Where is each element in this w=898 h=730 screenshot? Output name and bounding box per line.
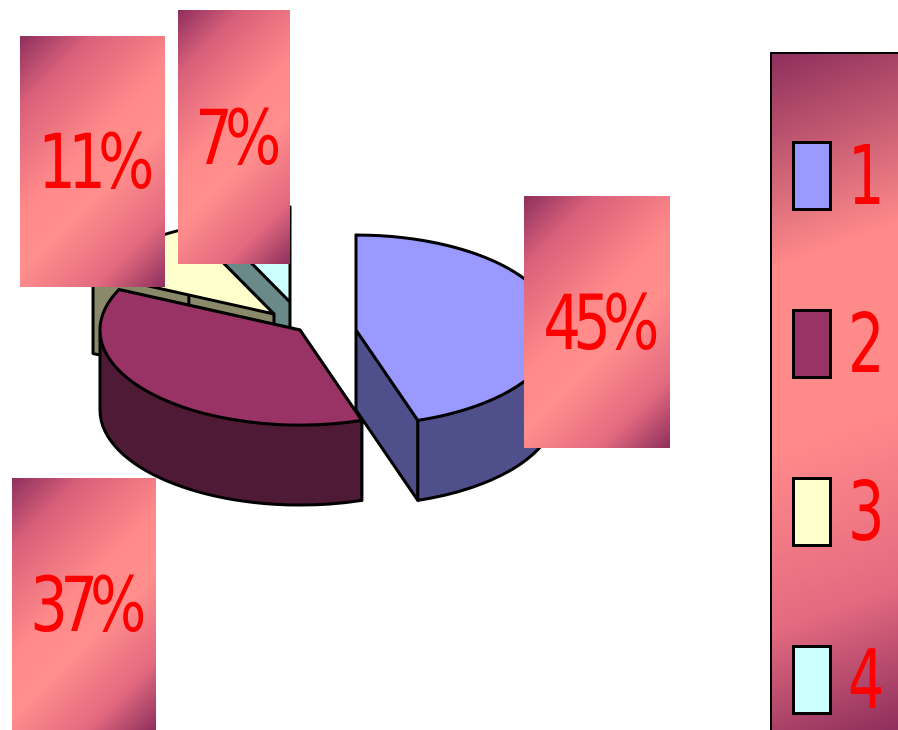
legend-swatch-3	[792, 477, 832, 547]
data-label-slice-1: 45%	[524, 196, 670, 448]
data-label-slice-4: 7%	[178, 10, 290, 264]
pie-slice-2	[98, 288, 364, 507]
data-label-slice-2: 37%	[12, 478, 156, 730]
legend-swatch-2	[792, 309, 832, 379]
data-label-text-slice-3: 11%	[38, 117, 154, 206]
legend: 1 2 3 4	[770, 52, 898, 730]
legend-item-2: 2	[792, 294, 898, 394]
data-label-slice-3: 11%	[20, 36, 165, 287]
legend-label-2: 2	[848, 296, 885, 392]
legend-item-3: 3	[792, 462, 898, 562]
data-label-text-slice-4: 7%	[194, 92, 281, 182]
data-label-text-slice-1: 45%	[542, 277, 659, 367]
legend-label-3: 3	[848, 464, 885, 560]
legend-swatch-1	[792, 141, 832, 211]
legend-item-1: 1	[792, 126, 898, 226]
legend-swatch-4	[792, 645, 832, 715]
legend-item-4: 4	[792, 630, 898, 730]
data-label-text-slice-2: 37%	[29, 559, 146, 649]
legend-label-1: 1	[848, 128, 885, 224]
legend-label-4: 4	[848, 632, 885, 728]
pie-slice-1	[354, 233, 558, 502]
